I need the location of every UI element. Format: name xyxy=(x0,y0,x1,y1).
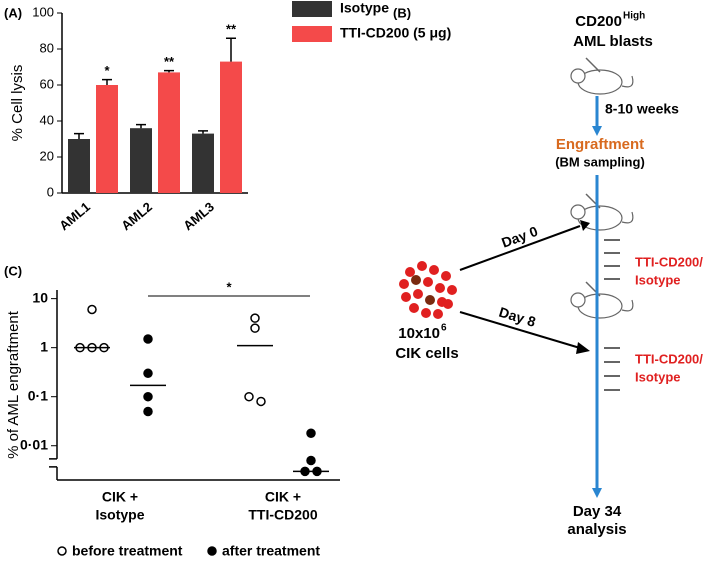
y-tick-label: 40 xyxy=(40,112,54,127)
significance: ** xyxy=(164,54,175,69)
y-tick-label: 100 xyxy=(32,4,54,19)
label: 8-10 weeks xyxy=(605,101,679,117)
bar xyxy=(68,139,90,193)
label: 6 xyxy=(441,323,447,334)
arrow-head xyxy=(580,220,590,231)
data-point xyxy=(143,391,153,402)
y-tick-label: 80 xyxy=(40,40,54,55)
data-point xyxy=(87,304,97,315)
cell-cluster xyxy=(399,261,457,319)
label: CD200 xyxy=(575,13,622,30)
axis-break xyxy=(49,458,57,468)
bar xyxy=(220,61,242,193)
bar xyxy=(130,128,152,193)
data-point xyxy=(250,313,260,323)
error-bar xyxy=(198,130,208,134)
y-tick-label: 60 xyxy=(40,76,54,91)
legend-label: before treatment xyxy=(72,543,183,559)
legend-label: after treatment xyxy=(222,543,320,559)
x-tick-label: AML3 xyxy=(180,199,217,233)
data-point xyxy=(143,368,153,379)
label: TTI-CD200/ xyxy=(635,351,703,366)
x-tick-label: CIK + xyxy=(102,489,138,505)
mouse-icon xyxy=(570,68,634,319)
y-tick-label: 0·01 xyxy=(20,436,48,452)
data-point xyxy=(256,396,266,407)
label: analysis xyxy=(567,521,626,538)
error-bar xyxy=(136,123,146,129)
y-tick-label: 10 xyxy=(32,289,48,305)
label: Day 0 xyxy=(499,223,540,251)
y-tick-label: 1 xyxy=(40,338,48,354)
label: High xyxy=(623,11,645,22)
label: AML blasts xyxy=(573,33,653,50)
y-tick-label: 0·1 xyxy=(28,387,48,403)
panel-label: (A) xyxy=(4,5,22,20)
y-tick-label: 0 xyxy=(47,184,54,199)
data-point xyxy=(306,455,316,466)
arrow-head xyxy=(592,126,602,136)
legend-marker xyxy=(57,546,67,556)
error-bar xyxy=(164,69,174,73)
x-tick-label: Isotype xyxy=(95,507,144,523)
y-tick-label: 20 xyxy=(40,148,54,163)
significance: * xyxy=(226,279,232,294)
x-tick-label: CIK + xyxy=(265,489,301,505)
diagram: (B) CD200 High AML blasts 8-10 weeks Eng… xyxy=(393,5,703,538)
bar xyxy=(96,85,118,193)
bar xyxy=(158,72,180,193)
data-point xyxy=(143,406,153,417)
bar xyxy=(192,133,214,193)
error-bar xyxy=(226,37,236,62)
arrow xyxy=(459,311,581,349)
x-tick-label: AML2 xyxy=(118,199,155,233)
arrow-head xyxy=(592,488,602,498)
data-point xyxy=(143,334,153,344)
legend-swatch xyxy=(292,1,332,17)
data-point xyxy=(306,428,316,438)
label: TTI-CD200/ xyxy=(635,254,703,269)
legend-label: Isotype xyxy=(340,0,389,16)
label: CIK cells xyxy=(395,345,458,362)
panel-label: (B) xyxy=(393,5,411,20)
legend-swatch xyxy=(292,26,332,42)
panel-label: (C) xyxy=(4,263,22,278)
legend-label: TTI-CD200 (5 μg) xyxy=(340,25,451,41)
significance: * xyxy=(104,63,110,78)
label: Isotype xyxy=(635,369,681,384)
label: Day 34 xyxy=(573,503,622,520)
error-bar xyxy=(74,132,84,139)
error-bar xyxy=(102,78,112,85)
y-axis-label: % of AML engraftment xyxy=(5,310,22,459)
arrow xyxy=(459,225,581,271)
label: (BM sampling) xyxy=(555,154,645,169)
legend-marker xyxy=(207,546,217,556)
label: Engraftment xyxy=(556,136,644,153)
x-tick-label: AML1 xyxy=(56,199,93,233)
data-point xyxy=(250,323,260,333)
dose-arrows xyxy=(604,239,620,391)
significance: ** xyxy=(226,22,237,37)
label: Isotype xyxy=(635,272,681,287)
x-tick-label: TTI-CD200 xyxy=(248,507,317,523)
arrow-head xyxy=(576,342,590,354)
y-axis-label: % Cell lysis xyxy=(9,65,26,142)
label: 10x10 xyxy=(398,325,440,342)
data-point xyxy=(244,391,254,402)
